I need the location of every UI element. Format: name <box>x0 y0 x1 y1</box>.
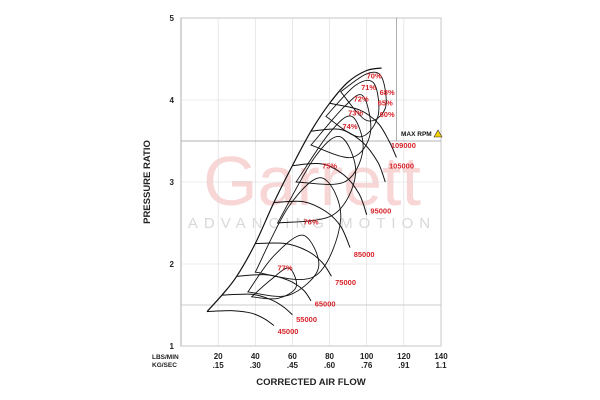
y-tick-label: 1 <box>170 342 175 351</box>
speed-line-45000 <box>206 310 275 326</box>
y-axis-title: PRESSURE RATIO <box>142 140 153 224</box>
speed-line-95000 <box>292 162 368 215</box>
speed-label-109000: 109000 <box>391 141 416 150</box>
efficiency-island-76 <box>247 234 320 297</box>
efficiency-island-72 <box>310 94 372 159</box>
speed-line-105000 <box>310 128 386 183</box>
efficiency-island-71 <box>325 79 380 138</box>
efficiency-label-70: 70% <box>367 71 382 80</box>
speed-line-109000 <box>329 102 397 158</box>
y-tick-label: 3 <box>170 178 175 187</box>
x-tick-label: 20 <box>214 352 223 361</box>
x-tick-label-kgsec: 1.1 <box>435 361 447 370</box>
y-tick-label: 2 <box>170 260 175 269</box>
x-unit-secondary: KG/SEC <box>152 362 177 369</box>
efficiency-label-65: 65% <box>378 98 393 107</box>
efficiency-label-68: 68% <box>380 88 395 97</box>
efficiency-island-74 <box>276 135 357 224</box>
speed-line-85000 <box>273 200 351 248</box>
efficiency-islands <box>247 71 387 300</box>
x-tick-label-kgsec: .91 <box>398 361 410 370</box>
x-tick-label-kgsec: .15 <box>213 361 225 370</box>
efficiency-island-77 <box>250 267 297 300</box>
efficiency-island-73 <box>295 115 364 185</box>
x-tick-label: 60 <box>288 352 297 361</box>
x-tick-label: 140 <box>434 352 448 361</box>
max-rpm-label: MAX RPM <box>401 131 432 138</box>
speed-line-75000 <box>255 242 332 277</box>
speed-lines <box>206 102 397 326</box>
x-tick-label: 80 <box>325 352 334 361</box>
efficiency-label-73: 73% <box>348 108 363 117</box>
grid <box>181 17 442 347</box>
speed-label-45000: 45000 <box>278 327 299 336</box>
x-tick-label-kgsec: .30 <box>250 361 262 370</box>
y-tick-label: 4 <box>170 96 175 105</box>
speed-label-65000: 65000 <box>315 299 336 308</box>
surge-line-path <box>206 67 382 312</box>
max-rpm-line: MAX RPM <box>181 18 443 142</box>
efficiency-label-72: 72% <box>354 94 369 103</box>
x-axis-title: CORRECTED AIR FLOW <box>256 377 365 388</box>
speed-label-95000: 95000 <box>370 207 391 216</box>
x-unit-primary: LBS/MIN <box>152 354 179 361</box>
speed-label-75000: 75000 <box>335 278 356 287</box>
efficiency-label-60: 60% <box>380 110 395 119</box>
efficiency-label-74: 74% <box>342 122 357 131</box>
efficiency-label-77: 77% <box>277 263 292 272</box>
speed-label-85000: 85000 <box>354 250 375 259</box>
surge-line <box>206 67 382 312</box>
chart-labels: 45000 55000 65000 75000 85000 95000 105000 1090… <box>277 71 415 336</box>
x-tick-label: 100 <box>360 352 374 361</box>
efficiency-label-71: 71% <box>361 83 376 92</box>
warning-icon <box>433 129 443 138</box>
speed-line-65000 <box>236 274 312 302</box>
x-tick-label: 120 <box>397 352 411 361</box>
efficiency-island-70 <box>340 71 387 122</box>
x-tick-label-kgsec: .60 <box>324 361 336 370</box>
speed-line-55000 <box>221 293 293 316</box>
x-tick-label-kgsec: .76 <box>361 361 373 370</box>
x-tick-label-kgsec: .45 <box>287 361 299 370</box>
axis-ticks: 1 2 3 4 5 20.15 40.30 60.45 80.60 100.76 120.91 140… <box>170 14 449 370</box>
watermark-tagline: ADVANCING MOTION <box>188 215 436 232</box>
speed-label-55000: 55000 <box>296 315 317 324</box>
y-tick-label: 5 <box>170 14 175 23</box>
efficiency-island-75 <box>254 177 342 280</box>
x-tick-label: 40 <box>251 352 260 361</box>
speed-label-105000: 105000 <box>389 162 414 171</box>
efficiency-label-75: 75% <box>322 162 337 171</box>
efficiency-label-76: 76% <box>303 217 318 226</box>
